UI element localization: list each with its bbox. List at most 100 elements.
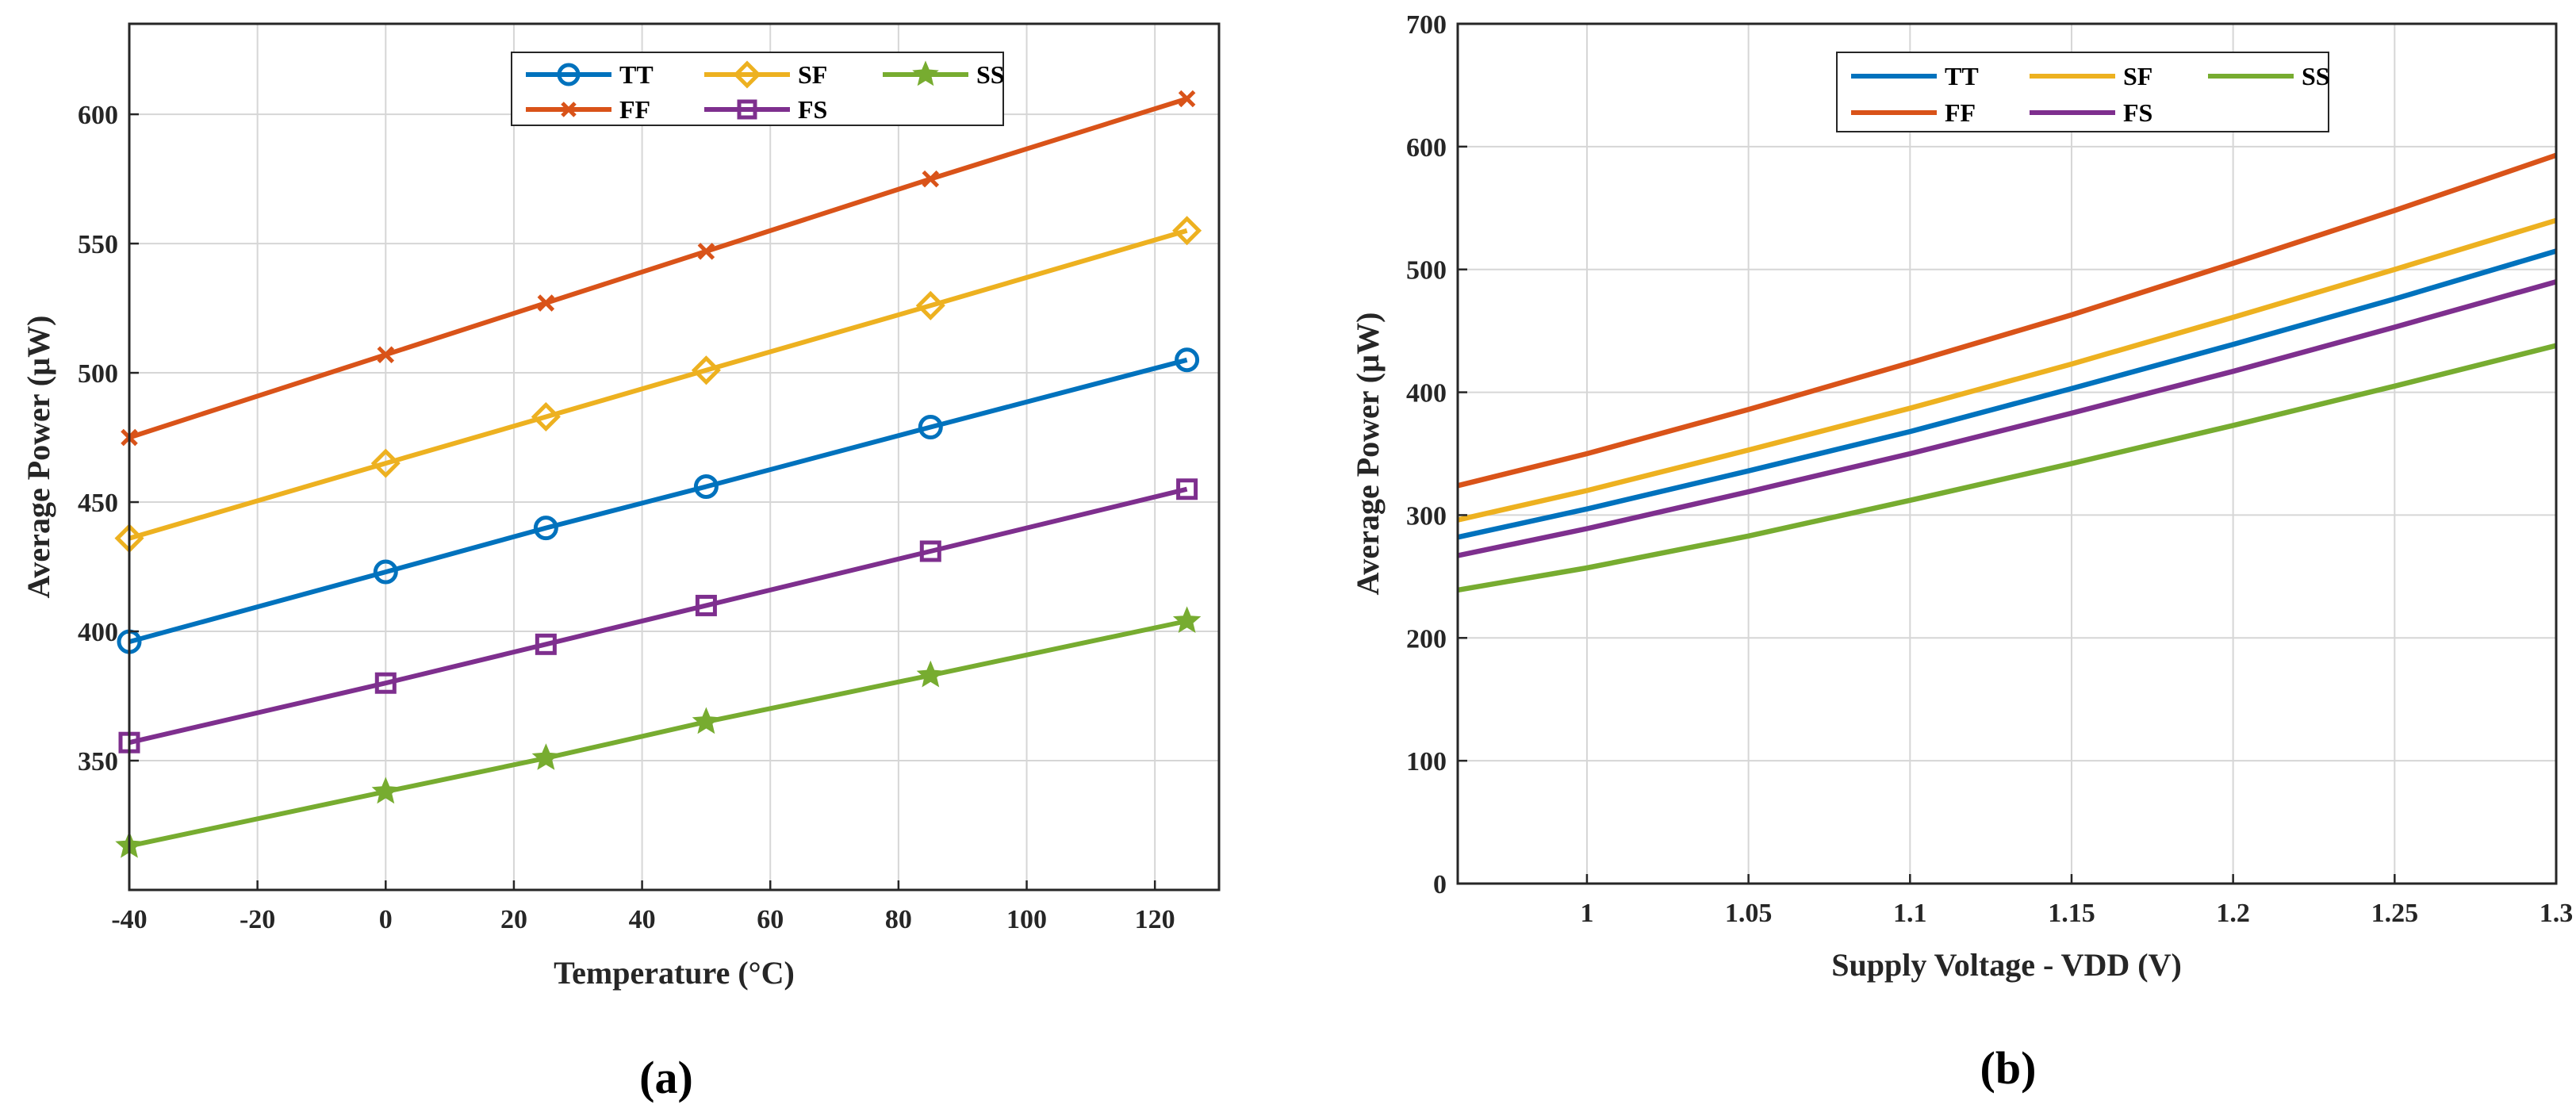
series-a bbox=[114, 90, 1202, 858]
data-point-tt bbox=[693, 474, 719, 499]
y-tick-label: 200 bbox=[1406, 624, 1447, 654]
series-sf bbox=[114, 216, 1202, 554]
x-tick-label: 1.05 bbox=[1725, 899, 1773, 928]
data-point-ss bbox=[371, 776, 400, 804]
y-tick-label: 600 bbox=[78, 101, 118, 130]
y-tick-label: 350 bbox=[78, 747, 118, 776]
y-tick-label: 400 bbox=[78, 618, 118, 647]
series-line-fs bbox=[128, 486, 1188, 746]
series-line-ff bbox=[1457, 152, 2558, 489]
legend-entry-sf: SF bbox=[2030, 62, 2152, 90]
data-point-ff bbox=[537, 294, 555, 312]
axes-frame-a bbox=[128, 22, 1221, 892]
data-point-fs bbox=[919, 540, 941, 562]
legend-entry-sf: SF bbox=[704, 60, 827, 89]
data-point-ff bbox=[1178, 90, 1196, 108]
legend-label: SF bbox=[798, 60, 827, 89]
data-point-ss bbox=[1172, 606, 1202, 634]
legend-entry-ss: SS bbox=[2208, 62, 2330, 90]
data-point-fs bbox=[1176, 478, 1198, 500]
x-tick-label: 60 bbox=[757, 905, 784, 934]
legend-entry-fs: FS bbox=[704, 95, 827, 124]
series-tt bbox=[1457, 248, 2557, 540]
x-ticks-b: 1 1.05 1.1 1.15 1.2 1.25 1.3 bbox=[1580, 874, 2573, 928]
series-ss bbox=[1457, 343, 2557, 593]
y-axis-label-a: Average Power (µW) bbox=[21, 316, 56, 599]
data-point-ff bbox=[922, 170, 940, 188]
series-line-fs bbox=[1457, 279, 2557, 558]
legend-entry-ff: FF bbox=[526, 95, 650, 124]
data-point-tt bbox=[373, 559, 398, 585]
x-axis-label-b: Supply Voltage - VDD (V) bbox=[1831, 947, 2182, 983]
chart-panel-b: 1 1.05 1.1 1.15 1.2 1.25 1.3 0 100 200 300 400 500 6… bbox=[1350, 10, 2573, 1094]
series-line-sf bbox=[1457, 217, 2557, 523]
legend-label: SS bbox=[2302, 62, 2330, 90]
series-line-tt bbox=[1457, 248, 2557, 540]
chart-panel-a: -40 -20 0 20 40 60 80 100 120 350 400 450 500 550 600… bbox=[21, 22, 1221, 1103]
x-tick-label: 0 bbox=[379, 905, 393, 934]
series-line-ss bbox=[128, 619, 1188, 849]
y-axis-label-b: Average Power (µW) bbox=[1350, 313, 1386, 596]
data-point-tt bbox=[533, 516, 558, 541]
x-tick-label: 80 bbox=[885, 905, 912, 934]
legend-label: FF bbox=[1945, 98, 1976, 127]
x-tick-label: 20 bbox=[500, 905, 527, 934]
data-point-sf bbox=[531, 401, 561, 432]
legend-marker-tt bbox=[557, 63, 581, 86]
series-fs bbox=[118, 478, 1198, 753]
data-point-fs bbox=[535, 633, 557, 655]
x-tick-label: 120 bbox=[1135, 905, 1175, 934]
series-ss bbox=[115, 606, 1202, 858]
y-tick-label: 550 bbox=[78, 230, 118, 259]
data-point-ff bbox=[377, 346, 395, 364]
x-tick-label: 100 bbox=[1006, 905, 1047, 934]
legend-label: SF bbox=[2123, 62, 2152, 90]
data-point-tt bbox=[1175, 347, 1200, 373]
y-ticks-b: 0 100 200 300 400 500 600 700 bbox=[1406, 10, 1467, 899]
data-point-sf bbox=[1172, 216, 1202, 246]
data-point-fs bbox=[374, 672, 397, 694]
legend-label: TT bbox=[619, 60, 654, 89]
legend-label: FS bbox=[2123, 98, 2152, 127]
legend-marker-fs bbox=[737, 99, 757, 120]
legend-a: TT SF SS FF FS bbox=[511, 52, 1005, 126]
axes-frame-b bbox=[1456, 22, 2558, 885]
data-point-sf bbox=[691, 355, 721, 385]
x-tick-label: 1.15 bbox=[2048, 899, 2095, 928]
legend-box bbox=[511, 52, 1004, 126]
legend-box bbox=[1836, 52, 2329, 132]
data-point-ss bbox=[531, 743, 561, 770]
data-point-ff bbox=[697, 243, 715, 260]
y-ticks-a: 350 400 450 500 550 600 bbox=[78, 101, 139, 776]
data-point-ss bbox=[916, 660, 945, 688]
legend-entry-tt: TT bbox=[1851, 62, 1979, 90]
series-line-sf bbox=[128, 228, 1188, 541]
series-line-ss bbox=[1457, 343, 2557, 593]
y-tick-label: 300 bbox=[1406, 501, 1447, 531]
legend-marker-ss bbox=[912, 60, 939, 86]
legend-label: FF bbox=[619, 95, 650, 124]
series-b bbox=[1457, 152, 2558, 593]
x-tick-label: -20 bbox=[240, 905, 275, 934]
series-ff bbox=[1457, 152, 2558, 489]
legend-label: SS bbox=[976, 60, 1005, 89]
y-tick-label: 600 bbox=[1406, 133, 1447, 163]
data-point-ss bbox=[692, 707, 721, 734]
legend-entry-tt: TT bbox=[526, 60, 654, 89]
series-line-ff bbox=[128, 96, 1188, 440]
x-tick-label: 1.3 bbox=[2540, 899, 2574, 928]
legend-entry-ff: FF bbox=[1851, 98, 1976, 127]
y-tick-label: 700 bbox=[1406, 10, 1447, 40]
x-tick-label: 1.25 bbox=[2371, 899, 2419, 928]
y-tick-label: 100 bbox=[1406, 747, 1447, 776]
x-tick-label: 1 bbox=[1580, 899, 1593, 928]
legend-label: TT bbox=[1945, 62, 1979, 90]
data-point-tt bbox=[918, 415, 943, 440]
data-point-sf bbox=[915, 290, 945, 320]
y-tick-label: 500 bbox=[78, 359, 118, 389]
legend-b: TT SF SS FF FS bbox=[1836, 52, 2330, 132]
series-fs bbox=[1457, 279, 2557, 558]
x-axis-label-a: Temperature (°C) bbox=[554, 955, 795, 991]
x-tick-label: 1.1 bbox=[1893, 899, 1927, 928]
